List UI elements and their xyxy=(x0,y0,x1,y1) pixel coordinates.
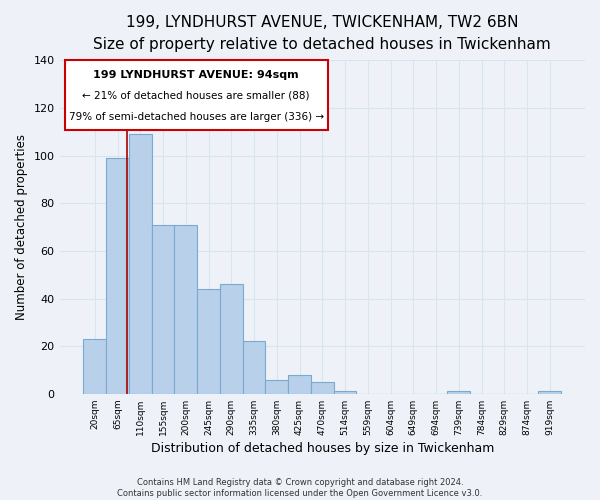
FancyBboxPatch shape xyxy=(65,60,328,130)
Bar xyxy=(288,375,311,394)
Bar xyxy=(448,392,470,394)
Text: 79% of semi-detached houses are larger (336) →: 79% of semi-detached houses are larger (… xyxy=(68,112,324,122)
Bar xyxy=(334,392,356,394)
Y-axis label: Number of detached properties: Number of detached properties xyxy=(15,134,28,320)
Title: 199, LYNDHURST AVENUE, TWICKENHAM, TW2 6BN
Size of property relative to detached: 199, LYNDHURST AVENUE, TWICKENHAM, TW2 6… xyxy=(94,15,551,52)
Bar xyxy=(242,342,265,394)
Bar xyxy=(265,380,288,394)
Bar xyxy=(220,284,242,394)
X-axis label: Distribution of detached houses by size in Twickenham: Distribution of detached houses by size … xyxy=(151,442,494,455)
Bar xyxy=(129,134,152,394)
Bar xyxy=(175,224,197,394)
Bar xyxy=(106,158,129,394)
Bar xyxy=(83,339,106,394)
Text: Contains HM Land Registry data © Crown copyright and database right 2024.
Contai: Contains HM Land Registry data © Crown c… xyxy=(118,478,482,498)
Text: ← 21% of detached houses are smaller (88): ← 21% of detached houses are smaller (88… xyxy=(82,90,310,101)
Bar xyxy=(152,224,175,394)
Bar xyxy=(197,289,220,394)
Bar xyxy=(538,392,561,394)
Bar xyxy=(311,382,334,394)
Text: 199 LYNDHURST AVENUE: 94sqm: 199 LYNDHURST AVENUE: 94sqm xyxy=(94,70,299,81)
